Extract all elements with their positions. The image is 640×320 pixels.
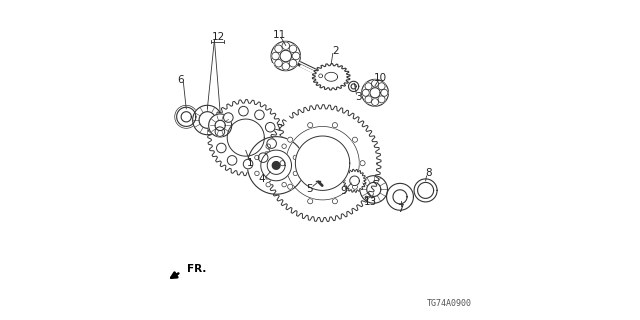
- Polygon shape: [360, 176, 388, 203]
- Polygon shape: [387, 183, 413, 210]
- Text: TG74A0900: TG74A0900: [427, 299, 472, 308]
- Polygon shape: [317, 72, 324, 80]
- Circle shape: [275, 45, 282, 52]
- Text: 3: 3: [355, 92, 362, 102]
- Polygon shape: [296, 136, 349, 190]
- Text: 9: 9: [340, 186, 347, 196]
- Polygon shape: [280, 50, 292, 62]
- Text: 11: 11: [273, 29, 285, 40]
- Text: 4: 4: [259, 174, 265, 184]
- Polygon shape: [215, 120, 225, 131]
- Polygon shape: [370, 88, 380, 98]
- Circle shape: [293, 155, 298, 160]
- Polygon shape: [325, 72, 338, 81]
- Text: 2: 2: [332, 46, 339, 56]
- Text: 1: 1: [247, 158, 253, 168]
- Circle shape: [289, 45, 297, 52]
- Circle shape: [282, 182, 286, 187]
- Polygon shape: [343, 169, 366, 192]
- Polygon shape: [261, 150, 292, 181]
- Circle shape: [372, 99, 378, 106]
- Polygon shape: [393, 190, 407, 204]
- Circle shape: [308, 199, 313, 204]
- Circle shape: [292, 52, 300, 60]
- Polygon shape: [271, 41, 301, 71]
- Text: FR.: FR.: [187, 264, 207, 275]
- Circle shape: [275, 60, 282, 67]
- Circle shape: [365, 83, 372, 90]
- Circle shape: [272, 52, 279, 60]
- Polygon shape: [272, 63, 305, 180]
- Circle shape: [378, 96, 385, 103]
- Circle shape: [267, 139, 276, 148]
- Text: 13: 13: [364, 196, 378, 207]
- Polygon shape: [208, 100, 284, 176]
- Text: 8: 8: [425, 168, 431, 179]
- Circle shape: [360, 161, 365, 166]
- Circle shape: [282, 62, 289, 70]
- Circle shape: [308, 123, 313, 128]
- Circle shape: [332, 123, 337, 128]
- Circle shape: [289, 60, 297, 67]
- Polygon shape: [362, 79, 388, 106]
- Polygon shape: [414, 179, 437, 202]
- Polygon shape: [209, 114, 232, 137]
- Circle shape: [216, 143, 226, 153]
- Text: 10: 10: [374, 73, 387, 84]
- Polygon shape: [264, 105, 381, 222]
- Circle shape: [266, 182, 271, 187]
- Circle shape: [381, 89, 388, 96]
- Circle shape: [255, 155, 259, 160]
- Circle shape: [353, 184, 358, 189]
- Polygon shape: [273, 162, 280, 169]
- Circle shape: [287, 184, 292, 189]
- Polygon shape: [248, 137, 305, 194]
- Circle shape: [227, 156, 237, 165]
- Circle shape: [255, 110, 264, 120]
- Circle shape: [293, 171, 298, 176]
- Circle shape: [239, 106, 248, 116]
- Circle shape: [282, 144, 286, 148]
- Circle shape: [215, 127, 225, 136]
- Circle shape: [365, 96, 372, 103]
- Circle shape: [353, 137, 358, 142]
- Polygon shape: [350, 176, 360, 186]
- Circle shape: [259, 153, 268, 163]
- Circle shape: [255, 171, 259, 176]
- Polygon shape: [349, 81, 359, 92]
- Polygon shape: [268, 156, 285, 174]
- Circle shape: [280, 161, 285, 166]
- Circle shape: [372, 80, 378, 87]
- Polygon shape: [181, 112, 191, 122]
- Polygon shape: [227, 119, 264, 156]
- Circle shape: [266, 144, 271, 148]
- Polygon shape: [193, 105, 222, 135]
- Circle shape: [266, 123, 275, 132]
- Circle shape: [223, 113, 233, 122]
- Polygon shape: [418, 182, 434, 198]
- Circle shape: [332, 199, 337, 204]
- Circle shape: [287, 137, 292, 142]
- Polygon shape: [177, 107, 196, 126]
- Polygon shape: [351, 84, 356, 89]
- Circle shape: [378, 83, 385, 90]
- Text: 12: 12: [212, 32, 225, 43]
- Polygon shape: [312, 64, 350, 90]
- Text: 5: 5: [307, 184, 313, 194]
- Circle shape: [282, 42, 289, 50]
- Circle shape: [362, 89, 369, 96]
- Text: 7: 7: [397, 204, 404, 214]
- Text: 6: 6: [177, 75, 184, 85]
- Circle shape: [243, 159, 253, 169]
